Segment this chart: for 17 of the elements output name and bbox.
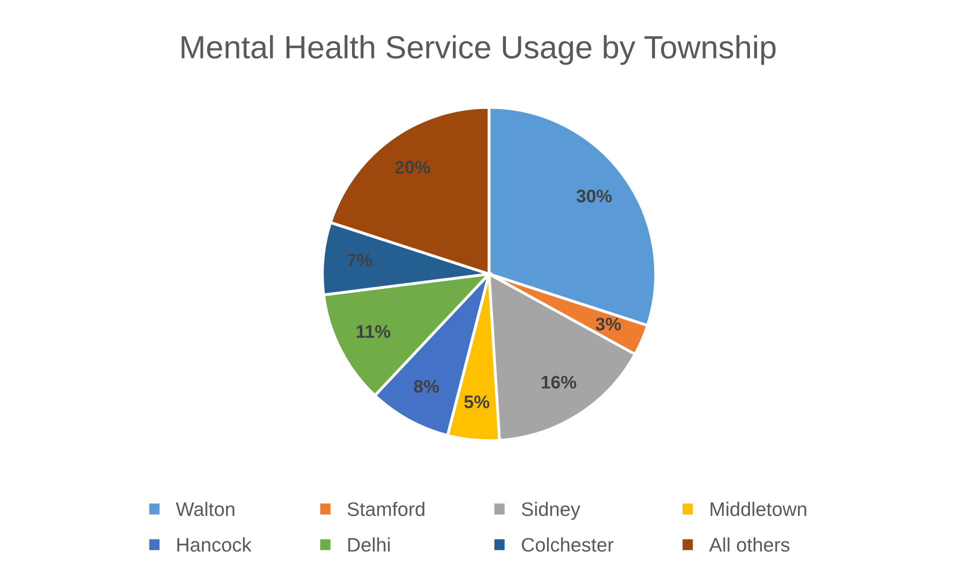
legend-label: Hancock [177,537,252,552]
data-label: 7% [347,254,372,267]
legend-label: Colchester [522,537,614,552]
legend-label: Sidney [522,502,580,520]
data-label: 5% [464,396,490,408]
legend-label: Stamford [348,502,424,516]
data-label: 11% [356,325,390,338]
data-label: 30% [576,190,612,202]
data-label: 8% [414,380,439,393]
legend-label: All others [709,537,790,552]
data-label: 3% [596,318,621,330]
legend-label: Delhi [348,537,390,552]
data-label: 16% [542,376,576,389]
legend-label: Walton [176,502,234,516]
chart-title: Mental Health Service Usage by Township [182,35,776,65]
data-label: 20% [395,160,430,174]
legend-label: Middletown [710,502,806,516]
